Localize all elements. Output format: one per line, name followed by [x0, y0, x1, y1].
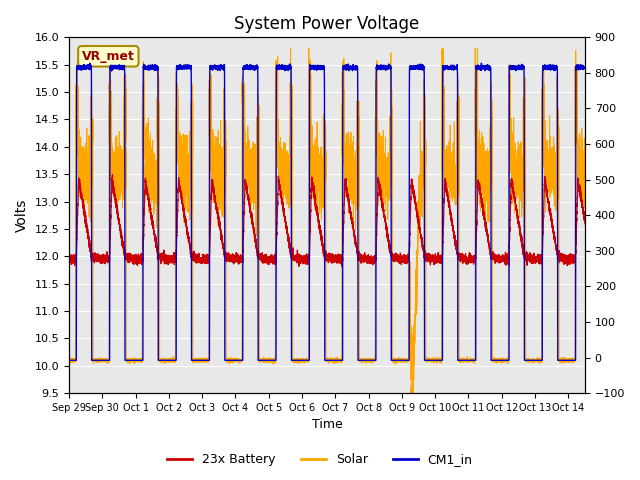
Y-axis label: Volts: Volts — [15, 199, 29, 232]
Title: System Power Voltage: System Power Voltage — [234, 15, 420, 33]
X-axis label: Time: Time — [312, 419, 342, 432]
Text: VR_met: VR_met — [82, 50, 135, 63]
Legend: 23x Battery, Solar, CM1_in: 23x Battery, Solar, CM1_in — [163, 448, 477, 471]
